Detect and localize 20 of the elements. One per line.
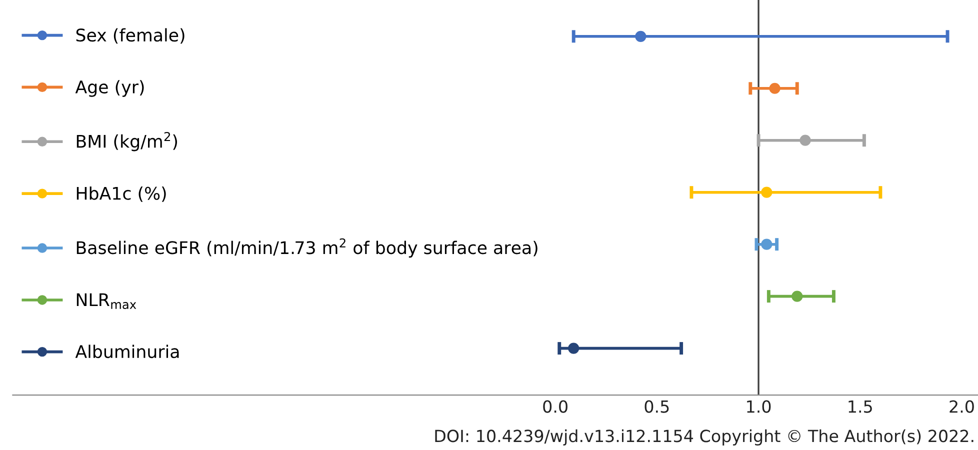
- legend-label: Age (yr): [75, 80, 144, 97]
- text: DOI: 10.4239/wjd.v13.i12.1154 Copyright © The Author(s) 2022.: [435, 429, 974, 446]
- x-tick-label: 0.0: [543, 400, 568, 413]
- point: [800, 134, 811, 146]
- x-tick-label: 1.0: [747, 400, 771, 413]
- x-tick-label: 0.5: [644, 400, 669, 413]
- point: [761, 186, 772, 198]
- legend-label: NLR$_{max}$: [76, 293, 136, 310]
- x-tick-label: 2.0: [950, 400, 974, 413]
- point: [769, 82, 780, 94]
- legend-label: Baseline eGFR (ml/min/1.73 m$^{2}$ of body surface area): [76, 238, 538, 258]
- x-tick-label: 1.5: [848, 400, 872, 413]
- point: [792, 290, 803, 302]
- legend-label: Albuminuria: [75, 344, 179, 358]
- point: [635, 30, 646, 42]
- legend-label: BMI (kg/m$^{2}$): [76, 132, 178, 152]
- legend-label: Sex (female): [76, 28, 184, 44]
- point: [568, 342, 580, 354]
- legend-label: HbA1c (%): [76, 186, 166, 202]
- point: [761, 238, 772, 250]
